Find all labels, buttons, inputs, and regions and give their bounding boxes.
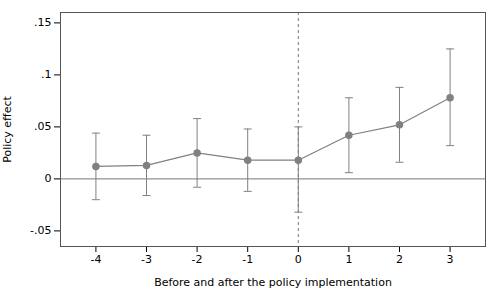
svg-text:.15: .15: [34, 16, 52, 29]
svg-text:-1: -1: [242, 253, 253, 266]
svg-text:.05: .05: [34, 120, 52, 133]
svg-text:-.05: -.05: [30, 224, 51, 237]
svg-text:3: 3: [447, 253, 454, 266]
svg-text:.1: .1: [41, 68, 52, 81]
svg-text:Before and after the policy im: Before and after the policy implementati…: [154, 276, 392, 288]
svg-text:-4: -4: [90, 253, 101, 266]
svg-text:-2: -2: [192, 253, 203, 266]
svg-text:Policy effect: Policy effect: [1, 96, 14, 163]
svg-text:0: 0: [295, 253, 302, 266]
svg-text:2: 2: [396, 253, 403, 266]
svg-text:1: 1: [345, 253, 352, 266]
svg-text:-3: -3: [141, 253, 152, 266]
svg-text:0: 0: [45, 172, 52, 185]
